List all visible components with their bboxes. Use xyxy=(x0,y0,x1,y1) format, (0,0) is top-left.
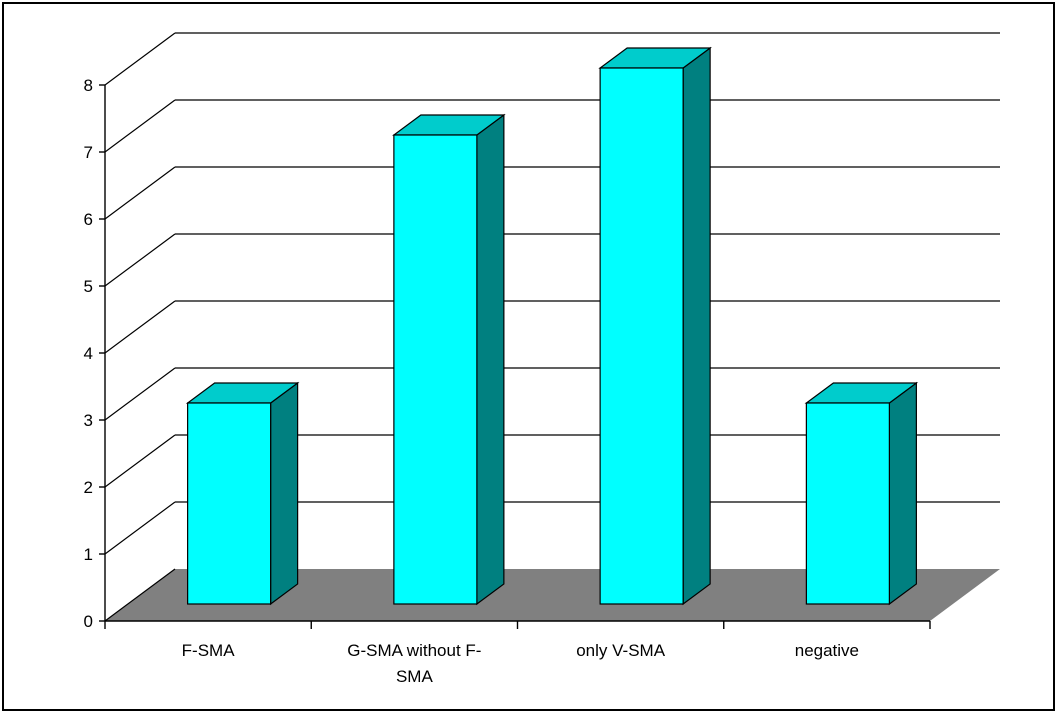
y-tick-label: 6 xyxy=(84,210,93,229)
y-tick-label: 3 xyxy=(84,411,93,430)
bar-side xyxy=(682,46,711,606)
chart-floor xyxy=(105,569,1000,621)
bar xyxy=(599,67,684,605)
y-tick-label: 1 xyxy=(84,545,93,564)
y-tick-label: 8 xyxy=(84,76,93,95)
y-tick-label: 0 xyxy=(84,612,93,631)
gridline-side xyxy=(104,233,176,287)
bar-side xyxy=(888,381,917,606)
x-category-label: F-SMA xyxy=(182,641,236,660)
gridline-side xyxy=(104,99,176,153)
x-category-label: G-SMA without F-SMA xyxy=(347,641,481,686)
bar-side xyxy=(270,381,299,606)
y-tick-label: 2 xyxy=(84,478,93,497)
y-tick-label: 7 xyxy=(84,143,93,162)
gridline-side xyxy=(104,501,176,555)
x-category-label: only V-SMA xyxy=(576,641,665,660)
y-tick-label: 4 xyxy=(84,344,93,363)
gridline-side xyxy=(104,300,176,354)
y-tick-label: 5 xyxy=(84,277,93,296)
gridline-side xyxy=(104,568,176,622)
bar xyxy=(393,134,478,605)
gridline-side xyxy=(104,166,176,220)
bar xyxy=(805,402,890,605)
gridline-side xyxy=(104,32,176,86)
x-category-label: negative xyxy=(795,641,859,660)
gridline-side xyxy=(104,434,176,488)
bar xyxy=(187,402,272,605)
gridline-side xyxy=(104,367,176,421)
bar-side xyxy=(476,113,505,606)
